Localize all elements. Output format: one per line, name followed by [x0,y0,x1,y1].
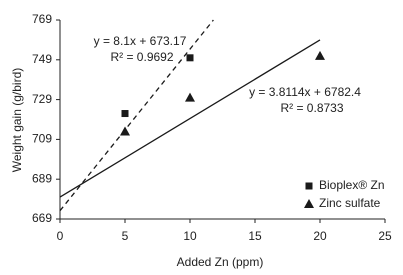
legend-label: Bioplex® Zn [319,178,385,192]
point [315,50,325,60]
point [121,110,129,118]
y-tick-label: 749 [32,52,52,66]
point [120,126,130,136]
x-tick-label: 10 [183,229,197,243]
x-tick-label: 5 [122,229,129,243]
trend-r2: R² = 0.8733 [280,101,343,115]
x-axis-label: Added Zn (ppm) [177,255,264,269]
legend-marker [305,182,313,190]
trend-r2: R² = 0.9692 [110,50,173,64]
x-tick-label: 0 [57,229,64,243]
y-tick-label: 769 [32,12,52,26]
y-tick-label: 729 [32,92,52,106]
y-tick-label: 689 [32,171,52,185]
legend-label: Zinc sulfate [319,196,381,210]
point [186,54,194,62]
y-tick-label: 709 [32,132,52,146]
x-tick-label: 15 [248,229,262,243]
trend-equation: y = 3.8114x + 6782.4 [249,85,361,99]
point [185,92,195,102]
y-tick-label: 669 [32,211,52,225]
trend-line [59,19,214,212]
y-axis-label: Weight gain (g/bird) [10,68,24,173]
x-tick-label: 25 [378,229,392,243]
x-tick-label: 20 [313,229,327,243]
trend-line [59,39,321,198]
trend-equation: y = 8.1x + 673.17 [94,34,187,48]
legend-marker [304,199,314,208]
